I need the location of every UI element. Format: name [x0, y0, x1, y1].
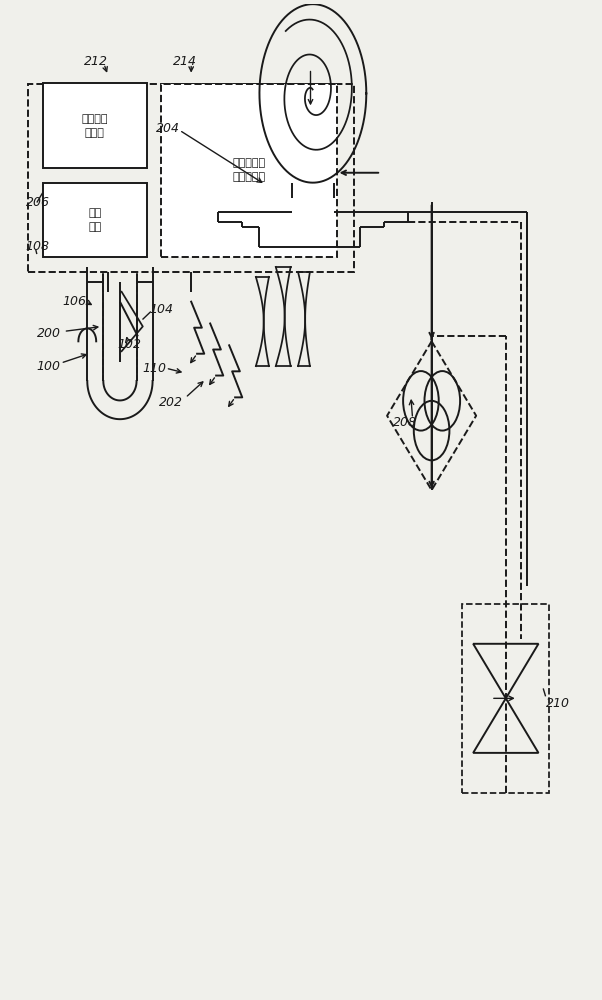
Bar: [462, 604, 549, 793]
Bar: [43, 183, 147, 257]
Text: 206: 206: [25, 196, 49, 209]
Text: 104: 104: [150, 303, 173, 316]
Text: 110: 110: [142, 362, 166, 375]
Text: 200: 200: [37, 327, 61, 340]
Text: 208: 208: [393, 416, 417, 429]
Text: 可编程灵敏
度偏移电路: 可编程灵敏 度偏移电路: [232, 158, 265, 182]
Bar: [161, 84, 337, 257]
Text: 202: 202: [158, 396, 182, 409]
Text: 激励电压
发生器: 激励电压 发生器: [81, 114, 108, 138]
Bar: [28, 84, 355, 272]
Text: 102: 102: [117, 338, 141, 351]
Text: 控制
电路: 控制 电路: [88, 208, 101, 232]
Text: 212: 212: [84, 55, 108, 68]
Text: 204: 204: [155, 122, 179, 135]
Text: 210: 210: [545, 697, 569, 710]
Text: 108: 108: [25, 240, 49, 253]
Bar: [43, 84, 147, 168]
Text: 214: 214: [173, 55, 197, 68]
Text: 100: 100: [37, 360, 61, 373]
Text: 106: 106: [63, 295, 86, 308]
